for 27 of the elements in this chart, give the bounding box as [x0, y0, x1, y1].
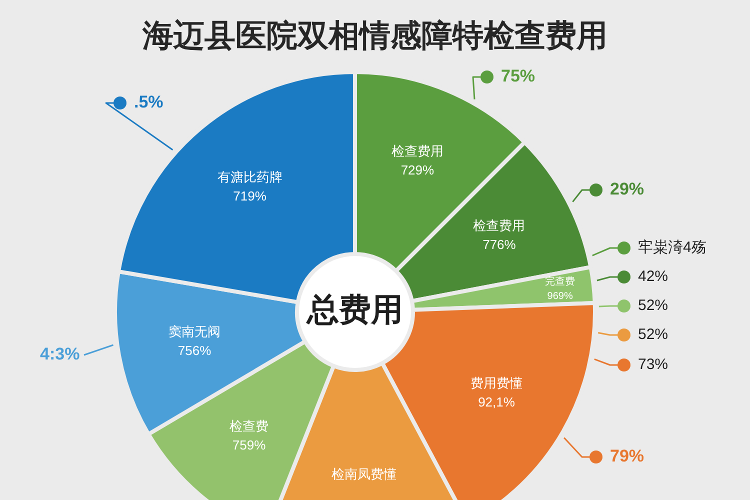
annotation: 75%	[501, 66, 536, 86]
annotation: .5%	[134, 92, 164, 112]
slice-label: 费用费懂	[470, 376, 523, 391]
annotation: 牢粜渏4殇	[638, 238, 706, 256]
annotation: 52%	[638, 326, 668, 343]
annotation: 4:3%	[40, 344, 80, 364]
slice-label: 检南凤费懂	[332, 466, 397, 482]
annotation: 719%	[233, 188, 266, 204]
annotation: 759%	[232, 437, 266, 452]
slice-label: 完查费	[545, 275, 576, 288]
annotation: 总费用	[307, 291, 403, 328]
annotation: 52%	[638, 296, 668, 314]
slice-label: 检查费用	[473, 218, 526, 233]
annotation: 776%	[482, 236, 516, 252]
slice-label: 检查费	[230, 418, 269, 434]
annotation: 42%	[638, 268, 668, 285]
annotation: 92,1%	[478, 394, 515, 410]
annotation: 756%	[178, 342, 212, 358]
slice-label: 窦南无阀	[168, 324, 220, 339]
annotation: 73%	[638, 356, 668, 373]
annotation: 969%	[547, 290, 573, 302]
annotation: 29%	[610, 179, 644, 198]
annotation: 729%	[400, 162, 434, 178]
annotation: 79%	[610, 446, 644, 466]
slice-label: 有溏比药牌	[217, 170, 282, 185]
title: 海迈县医院双相情感障特检查费用	[142, 18, 608, 54]
slice-label: 检查费用	[391, 144, 444, 159]
